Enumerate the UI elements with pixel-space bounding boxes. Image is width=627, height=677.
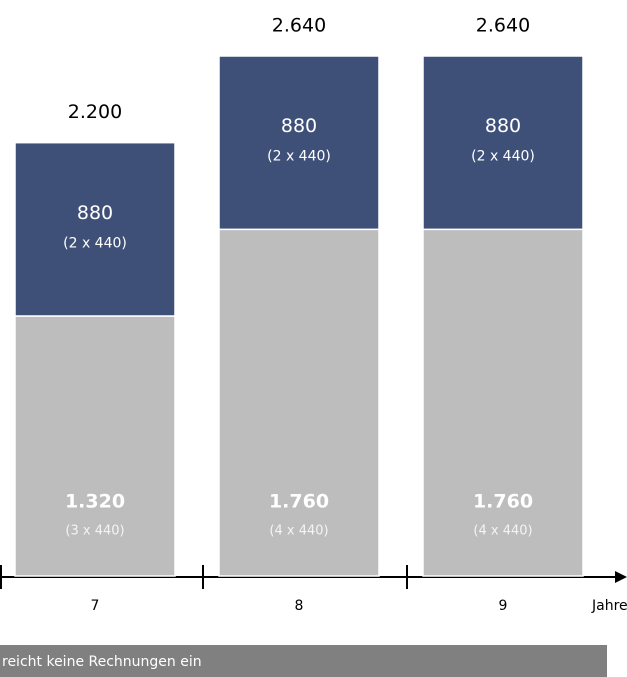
bar-segment	[422, 228, 584, 577]
detail-label: (3 x 440)	[65, 524, 124, 539]
value-label: 1.760	[473, 491, 533, 513]
bar-segment	[14, 141, 176, 317]
detail-label: (4 x 440)	[269, 524, 328, 539]
value-label: 880	[281, 115, 317, 137]
bar-segment	[218, 55, 380, 231]
total-label: 2.640	[476, 15, 530, 37]
detail-label: (2 x 440)	[267, 149, 331, 165]
bar-segment	[422, 55, 584, 231]
x-tick-label: 7	[91, 598, 100, 614]
value-label: 880	[77, 202, 113, 224]
detail-label: (2 x 440)	[471, 149, 535, 165]
total-label: 2.640	[272, 15, 326, 37]
axis-arrow	[615, 571, 627, 583]
detail-label: (4 x 440)	[473, 524, 532, 539]
x-tick-label: 8	[295, 598, 304, 614]
x-tick-label: 9	[499, 598, 508, 614]
value-label: 880	[485, 115, 521, 137]
footer-text: reicht keine Rechnungen ein	[2, 654, 202, 670]
detail-label: (2 x 440)	[63, 235, 127, 251]
total-label: 2.200	[68, 101, 122, 123]
bar-segment	[14, 315, 176, 577]
value-label: 1.320	[65, 491, 125, 513]
value-label: 1.760	[269, 491, 329, 513]
footer-bar	[0, 645, 607, 677]
bar-segment	[218, 228, 380, 577]
x-axis-label: Jahre	[591, 598, 627, 614]
